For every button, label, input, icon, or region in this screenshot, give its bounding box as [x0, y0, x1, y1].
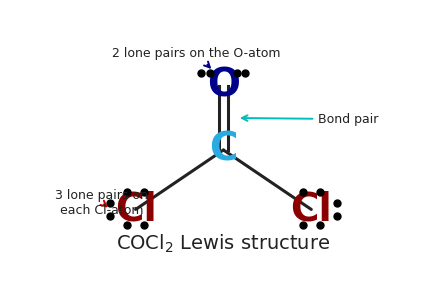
- Text: 2 lone pairs on the O-atom: 2 lone pairs on the O-atom: [112, 47, 281, 67]
- Text: C: C: [209, 131, 238, 169]
- Text: COCl$_2$ Lewis structure: COCl$_2$ Lewis structure: [116, 233, 330, 255]
- Text: O: O: [207, 67, 240, 105]
- Text: Bond pair: Bond pair: [242, 113, 378, 126]
- Text: Cl: Cl: [115, 190, 157, 228]
- Text: Cl: Cl: [290, 190, 332, 228]
- Text: 3 lone pairs on
each Cl-atom: 3 lone pairs on each Cl-atom: [55, 189, 148, 217]
